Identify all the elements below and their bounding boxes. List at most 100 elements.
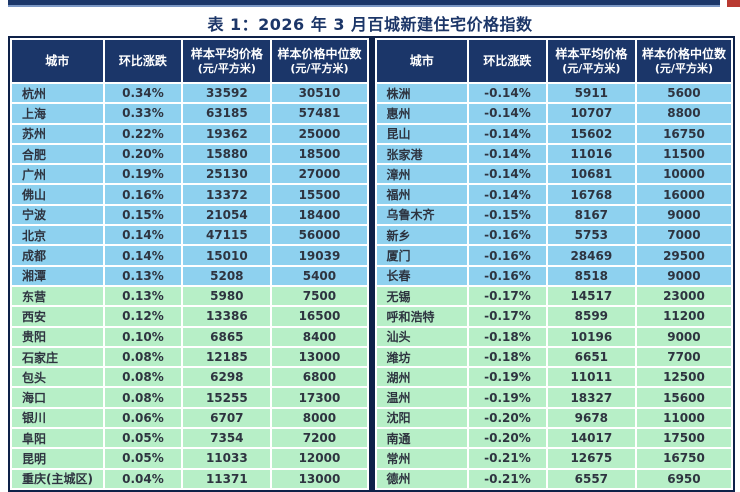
change-cell: -0.15% <box>469 205 546 225</box>
median-price-cell: 16750 <box>636 449 731 468</box>
change-cell: 0.13% <box>104 266 182 285</box>
change-cell: 0.14% <box>104 226 182 245</box>
column-header-unit: (元/平方米) <box>654 61 713 75</box>
median-price-cell: 5400 <box>272 266 367 285</box>
table-row: 东营 0.13% 5980 7500 <box>12 286 367 306</box>
avg-price-cell: 10196 <box>547 327 635 346</box>
table-row: 宁波 0.15% 21054 18400 <box>12 205 367 225</box>
median-price-cell: 13000 <box>272 347 367 367</box>
city-cell: 合肥 <box>12 144 103 164</box>
change-cell: -0.16% <box>469 226 546 245</box>
table-row: 乌鲁木齐 -0.15% 8167 9000 <box>376 205 731 225</box>
table-row: 西安 0.12% 13386 16500 <box>12 307 367 326</box>
header-row: 城市 环比涨跌 样本平均价格 (元/平方米) 样本价格中位数 (元/平方米) <box>12 40 367 82</box>
change-cell: -0.17% <box>469 286 546 306</box>
median-price-cell: 19039 <box>272 246 367 265</box>
median-price-cell: 8400 <box>272 327 367 346</box>
change-cell: -0.19% <box>469 368 546 387</box>
median-price-cell: 16000 <box>636 185 731 204</box>
median-price-cell: 7500 <box>272 286 367 306</box>
top-navy-bar <box>8 0 720 7</box>
avg-price-cell: 8167 <box>547 205 635 225</box>
city-cell: 无锡 <box>376 286 468 306</box>
city-cell: 乌鲁木齐 <box>376 205 468 225</box>
city-cell: 株洲 <box>376 84 468 103</box>
corner-red-mark <box>727 0 740 7</box>
table-row: 呼和浩特 -0.17% 8599 11200 <box>376 307 731 326</box>
city-cell: 杭州 <box>12 84 103 103</box>
median-price-cell: 29500 <box>636 246 731 265</box>
city-cell: 德州 <box>376 469 468 488</box>
table-row: 合肥 0.20% 15880 18500 <box>12 144 367 164</box>
price-table-right: 城市 环比涨跌 样本平均价格 (元/平方米) 样本价格中位数 (元/平方米) 株洲 -0.14… <box>374 38 733 490</box>
median-price-cell: 11000 <box>636 408 731 428</box>
median-price-cell: 27000 <box>272 165 367 184</box>
median-price-cell: 17300 <box>272 388 367 407</box>
change-cell: -0.14% <box>469 84 546 103</box>
city-cell: 长春 <box>376 266 468 285</box>
city-cell: 昆山 <box>376 124 468 143</box>
city-cell: 昆明 <box>12 449 103 468</box>
change-cell: 0.13% <box>104 286 182 306</box>
median-price-cell: 16750 <box>636 124 731 143</box>
median-price-cell: 15500 <box>272 185 367 204</box>
table-row: 苏州 0.22% 19362 25000 <box>12 124 367 143</box>
avg-price-cell: 6651 <box>547 347 635 367</box>
avg-price-cell: 9678 <box>547 408 635 428</box>
tables-container: 城市 环比涨跌 样本平均价格 (元/平方米) 样本价格中位数 (元/平方米) 杭州 0.34%… <box>8 36 735 492</box>
city-cell: 重庆(主城区) <box>12 469 103 488</box>
avg-price-cell: 15880 <box>183 144 271 164</box>
table-row: 温州 -0.19% 18327 15600 <box>376 388 731 407</box>
median-price-cell: 6950 <box>636 469 731 488</box>
median-price-cell: 18500 <box>272 144 367 164</box>
table-row: 惠州 -0.14% 10707 8800 <box>376 104 731 123</box>
city-cell: 湖州 <box>376 368 468 387</box>
change-cell: 0.05% <box>104 429 182 448</box>
avg-price-cell: 6298 <box>183 368 271 387</box>
change-cell: -0.14% <box>469 165 546 184</box>
change-cell: -0.20% <box>469 429 546 448</box>
city-cell: 厦门 <box>376 246 468 265</box>
price-table: 城市 环比涨跌 样本平均价格 (元/平方米) 样本价格中位数 (元/平方米) 株洲 -0.14… <box>374 38 733 490</box>
table-row: 厦门 -0.16% 28469 29500 <box>376 246 731 265</box>
avg-price-cell: 19362 <box>183 124 271 143</box>
avg-price-cell: 47115 <box>183 226 271 245</box>
avg-price-cell: 15255 <box>183 388 271 407</box>
avg-price-cell: 10681 <box>547 165 635 184</box>
change-cell: 0.08% <box>104 347 182 367</box>
change-cell: 0.10% <box>104 327 182 346</box>
city-cell: 成都 <box>12 246 103 265</box>
table-row: 成都 0.14% 15010 19039 <box>12 246 367 265</box>
table-row: 福州 -0.14% 16768 16000 <box>376 185 731 204</box>
change-cell: 0.34% <box>104 84 182 103</box>
city-cell: 上海 <box>12 104 103 123</box>
header-row: 城市 环比涨跌 样本平均价格 (元/平方米) 样本价格中位数 (元/平方米) <box>376 40 731 82</box>
median-price-cell: 56000 <box>272 226 367 245</box>
change-cell: -0.18% <box>469 347 546 367</box>
city-cell: 广州 <box>12 165 103 184</box>
change-cell: 0.33% <box>104 104 182 123</box>
change-cell: 0.20% <box>104 144 182 164</box>
price-table: 城市 环比涨跌 样本平均价格 (元/平方米) 样本价格中位数 (元/平方米) 杭州 0.34%… <box>10 38 369 490</box>
avg-price-cell: 16768 <box>547 185 635 204</box>
city-cell: 呼和浩特 <box>376 307 468 326</box>
median-price-cell: 57481 <box>272 104 367 123</box>
median-price-cell: 7000 <box>636 226 731 245</box>
table-row: 湖州 -0.19% 11011 12500 <box>376 368 731 387</box>
avg-price-cell: 6865 <box>183 327 271 346</box>
avg-price-cell: 33592 <box>183 84 271 103</box>
table-row: 潍坊 -0.18% 6651 7700 <box>376 347 731 367</box>
table-row: 常州 -0.21% 12675 16750 <box>376 449 731 468</box>
median-price-cell: 8000 <box>272 408 367 428</box>
city-cell: 苏州 <box>12 124 103 143</box>
city-cell: 新乡 <box>376 226 468 245</box>
change-cell: -0.20% <box>469 408 546 428</box>
avg-price-cell: 14517 <box>547 286 635 306</box>
avg-price-cell: 63185 <box>183 104 271 123</box>
column-header: 样本价格中位数 (元/平方米) <box>272 40 367 82</box>
column-header: 城市 <box>376 40 468 82</box>
table-row: 银川 0.06% 6707 8000 <box>12 408 367 428</box>
avg-price-cell: 13386 <box>183 307 271 326</box>
column-header: 样本平均价格 (元/平方米) <box>183 40 271 82</box>
